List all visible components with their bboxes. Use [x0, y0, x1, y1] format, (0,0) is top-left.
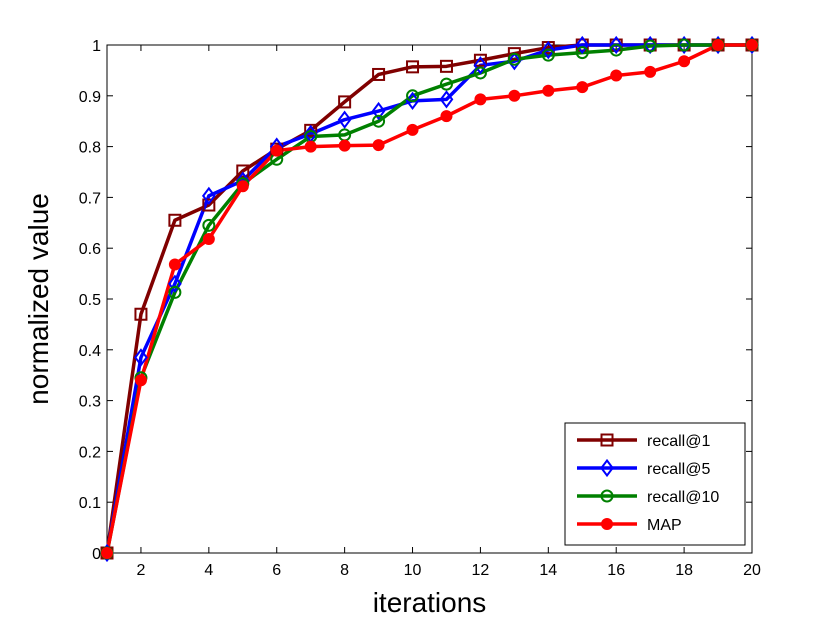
data-point-recall-10	[202, 218, 216, 232]
data-point-recall-1	[439, 59, 453, 73]
data-point-recall-10	[541, 48, 555, 62]
data-point-recall-5	[201, 186, 216, 206]
data-point-recall-1	[406, 60, 420, 74]
y-tick-label: 0.2	[79, 444, 101, 461]
data-point-map	[440, 110, 453, 123]
data-point-recall-1	[372, 67, 386, 81]
legend-label-recall-5: recall@5	[647, 461, 710, 478]
data-point-map	[202, 233, 215, 246]
data-point-map	[610, 69, 623, 82]
legend-entry-recall-10: recall@10	[577, 489, 719, 506]
legend-marker-map	[601, 518, 613, 530]
legend: recall@1 recall@5 recall@10 MAP	[564, 422, 746, 546]
data-point-map	[304, 140, 317, 153]
legend-entry-recall-1: recall@1	[577, 433, 710, 450]
data-point-recall-5	[677, 35, 691, 55]
x-tick-label: 10	[404, 562, 422, 579]
y-tick-label: 0.4	[79, 343, 101, 360]
data-point-recall-10	[507, 52, 521, 66]
legend-marker-recall-1	[600, 433, 614, 447]
legend-entry-recall-5: recall@5	[577, 458, 710, 478]
data-point-recall-1	[338, 95, 352, 109]
data-point-map	[474, 93, 487, 106]
x-tick-label: 4	[204, 562, 213, 579]
series-markers-map	[101, 39, 758, 559]
x-tick-label: 6	[272, 562, 281, 579]
data-point-recall-10	[473, 66, 487, 80]
data-point-recall-5	[168, 274, 182, 293]
data-point-recall-1	[236, 164, 250, 178]
data-point-map	[576, 81, 589, 94]
data-point-recall-10	[643, 39, 657, 53]
data-point-map	[678, 55, 691, 68]
legend-marker-recall-5	[600, 458, 614, 478]
x-axis-label: iterations	[373, 587, 487, 618]
data-point-recall-10	[372, 114, 386, 128]
x-tick-label: 18	[675, 562, 693, 579]
legend-marker-recall-10	[600, 489, 614, 503]
legend-label-recall-1: recall@1	[647, 433, 710, 450]
data-point-recall-5	[473, 56, 488, 75]
y-tick-label: 0.6	[79, 241, 101, 258]
y-tick-label: 0.1	[79, 495, 101, 512]
y-tick-label: 0.8	[79, 140, 101, 157]
data-point-recall-5	[609, 35, 624, 55]
data-point-recall-5	[575, 35, 590, 55]
data-point-recall-10	[677, 38, 691, 52]
data-point-recall-5	[439, 90, 454, 109]
data-point-map	[134, 374, 147, 387]
x-tick-label: 8	[340, 562, 349, 579]
data-point-recall-10	[575, 46, 589, 60]
legend-entry-map: MAP	[577, 517, 682, 534]
data-point-recall-10	[168, 285, 182, 299]
data-point-map	[372, 139, 385, 152]
data-point-map	[746, 39, 758, 51]
data-point-recall-5	[371, 101, 386, 121]
y-tick-label: 1	[92, 38, 101, 55]
data-point-recall-1	[507, 47, 521, 61]
data-point-recall-1	[134, 307, 148, 321]
data-point-recall-1	[202, 198, 216, 212]
data-point-map	[236, 180, 249, 193]
y-tick-label: 0.3	[79, 394, 101, 411]
x-tick-label: 16	[607, 562, 625, 579]
data-point-recall-10	[406, 89, 420, 103]
y-tick-label: 0	[92, 546, 101, 563]
data-point-recall-5	[134, 348, 148, 367]
data-point-map	[712, 39, 725, 51]
x-tick-label: 20	[743, 562, 761, 579]
data-point-map	[101, 547, 113, 559]
x-tick-label: 2	[136, 562, 145, 579]
data-point-map	[644, 65, 657, 78]
data-point-recall-1	[168, 213, 182, 227]
plot-area	[100, 35, 759, 563]
x-tick-label: 14	[539, 562, 557, 579]
data-point-recall-10	[439, 77, 453, 91]
data-point-map	[542, 84, 555, 97]
data-point-recall-10	[609, 43, 623, 57]
data-point-recall-1	[473, 53, 487, 67]
data-point-map	[270, 144, 283, 157]
data-point-recall-5	[541, 40, 556, 60]
data-point-map	[338, 139, 351, 152]
y-tick-label: 0.9	[79, 89, 101, 106]
data-point-recall-5	[507, 52, 522, 71]
y-axis-label: normalized value	[23, 193, 54, 405]
y-tick-label: 0.5	[79, 292, 101, 309]
axis-ticks	[107, 44, 753, 554]
data-point-map	[168, 258, 181, 271]
series-markers	[100, 35, 759, 563]
data-point-recall-5	[337, 110, 352, 129]
data-point-map	[508, 89, 521, 102]
data-point-map	[406, 123, 419, 136]
x-tick-label: 12	[472, 562, 490, 579]
y-tick-label: 0.7	[79, 190, 101, 207]
tick-labels: 2 4 6 8 10 12 14 16 18 20 0 0.1 0.2 0.3 0.4 0.5 0.6 0.7 0.…	[79, 38, 761, 579]
legend-label-map: MAP	[647, 517, 682, 534]
legend-label-recall-10: recall@10	[647, 489, 719, 506]
